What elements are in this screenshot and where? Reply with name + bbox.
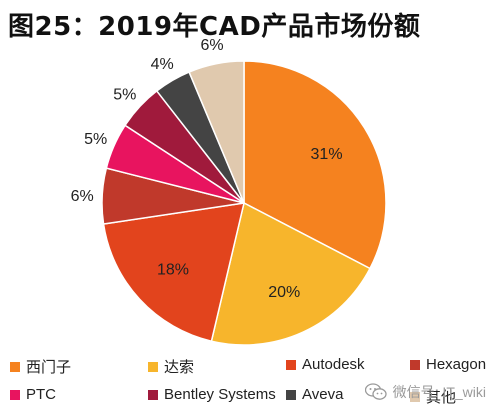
chart-title: 图25：2019年CAD产品市场份额 xyxy=(8,12,421,42)
pie-slice-7 xyxy=(188,60,245,204)
legend-label: Aveva xyxy=(302,386,344,403)
watermark-text: 微信号: IT_wiki xyxy=(392,384,486,400)
slice-label-5: 5% xyxy=(113,86,136,103)
legend-item-0: 西门子 xyxy=(10,356,71,377)
legend-label: Bentley Systems xyxy=(164,386,276,403)
slice-label-6: 4% xyxy=(151,56,174,73)
legend-item-5: Bentley Systems xyxy=(148,386,276,403)
wechat-icon xyxy=(364,383,387,400)
legend-label: 达索 xyxy=(164,359,195,376)
legend-swatch xyxy=(148,389,158,400)
legend-swatch xyxy=(286,389,296,400)
legend: 西门子 达索 Autodesk Hexagon PTC Bentley Systems Av… xyxy=(10,356,500,410)
legend-item-3: Hexagon xyxy=(410,356,486,373)
legend-swatch xyxy=(410,359,420,370)
legend-label: PTC xyxy=(26,386,56,403)
slice-label-1: 20% xyxy=(268,284,300,301)
legend-label: 西门子 xyxy=(26,359,72,376)
slice-label-0: 31% xyxy=(311,146,343,163)
slice-label-3: 6% xyxy=(71,188,94,205)
legend-label: Autodesk xyxy=(302,356,365,373)
pie-chart: 31% 20% 18% 6% 5% 5% 4% 6% xyxy=(71,37,387,346)
pie-slice-2 xyxy=(102,202,245,343)
watermark: 微信号: IT_wiki xyxy=(364,382,486,402)
pie-slice-0 xyxy=(243,60,387,270)
legend-item-7: 其他 xyxy=(410,386,456,407)
legend-item-4: PTC xyxy=(10,386,56,403)
legend-swatch xyxy=(410,391,420,402)
legend-label: Hexagon xyxy=(426,356,487,373)
legend-label: 其他 xyxy=(426,389,457,406)
slice-label-2: 18% xyxy=(157,261,189,278)
slice-label-4: 5% xyxy=(84,131,107,148)
legend-item-6: Aveva xyxy=(286,386,343,403)
legend-item-1: 达索 xyxy=(148,356,194,377)
legend-swatch xyxy=(286,359,296,370)
legend-swatch xyxy=(148,361,158,372)
legend-swatch xyxy=(10,389,20,400)
legend-item-2: Autodesk xyxy=(286,356,365,373)
legend-swatch xyxy=(10,361,20,372)
slice-label-7: 6% xyxy=(201,37,224,54)
pie-slice-1 xyxy=(210,201,371,346)
